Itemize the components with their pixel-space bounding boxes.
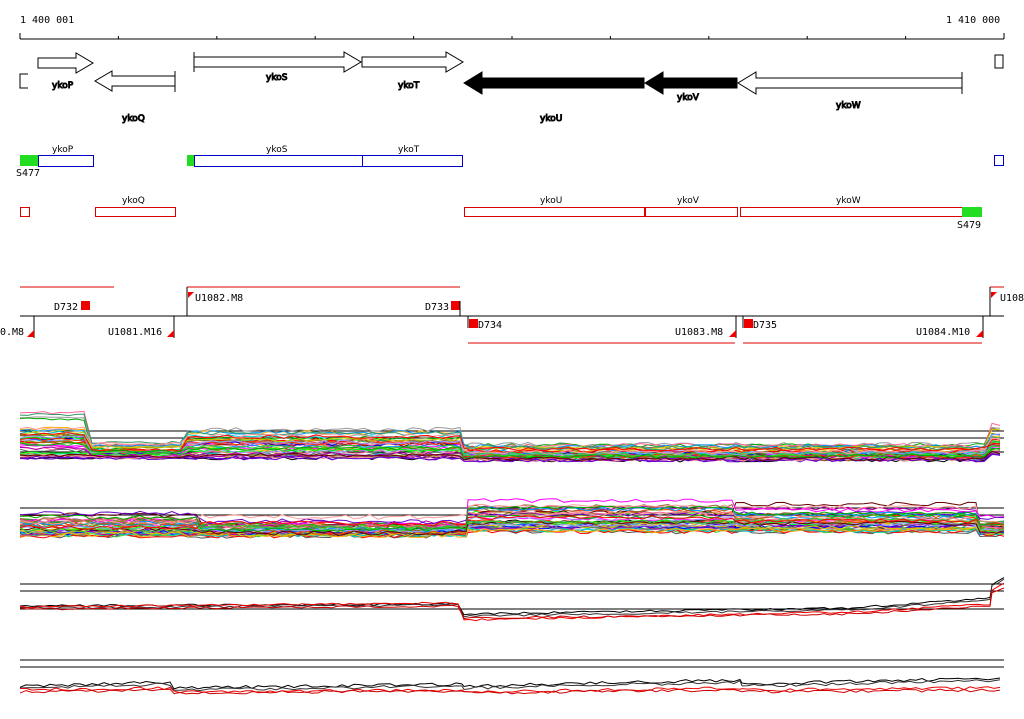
expression-line — [19, 688, 1001, 695]
expression-line — [19, 440, 1001, 457]
expression-line — [19, 441, 1001, 459]
marker-s479-label: S479 — [957, 220, 981, 231]
region-d734-label: D734 — [478, 320, 502, 331]
gene-partial-right[interactable] — [994, 54, 1004, 69]
marker-s477-label: S477 — [16, 168, 40, 179]
upper-ykoS-box[interactable] — [194, 155, 363, 167]
ruler-start-label: 1 400 001 — [20, 15, 74, 26]
region-u1082-label: U1082.M8 — [195, 293, 243, 304]
upper-strand-track: S477 ykoP ykoS ykoT — [16, 145, 1004, 179]
gene-ykoP-arrow[interactable] — [37, 52, 94, 74]
expression-profile-2 — [19, 498, 1005, 539]
gene-ykoS-label: ykoS — [266, 73, 288, 83]
lower-ykoQ-label: ykoQ — [122, 196, 145, 206]
expression-line — [20, 523, 1005, 536]
expression-line — [19, 446, 1001, 459]
region-d735-label: D735 — [753, 320, 777, 331]
region-u1083-label: U1083.M8 — [675, 327, 723, 338]
lower-ykoU-label: ykoU — [540, 196, 562, 206]
region-d735-marker[interactable] — [744, 319, 753, 328]
marker-s477[interactable] — [20, 155, 38, 166]
expression-line — [19, 426, 1001, 455]
lower-ykoU-box[interactable] — [464, 207, 645, 217]
upper-ykoP-label: ykoP — [52, 145, 74, 155]
region-d732-marker[interactable] — [81, 301, 90, 310]
expression-line — [19, 527, 1005, 538]
upper-ykoS-label: ykoS — [266, 145, 288, 155]
expression-line — [19, 498, 1005, 529]
lower-ykoW-box[interactable] — [740, 207, 963, 217]
marker-green-small — [187, 155, 194, 166]
gene-ykoV-arrow[interactable] — [644, 71, 738, 95]
region-u1081-label: U1081.M16 — [108, 327, 162, 338]
gene-ykoW-arrow[interactable] — [737, 71, 963, 95]
expression-line — [19, 578, 1005, 618]
gene-ykoQ-label: ykoQ — [122, 114, 145, 124]
gene-ykoQ-arrow[interactable] — [94, 70, 176, 92]
expression-line — [19, 686, 1001, 694]
gene-ykoP-label: ykoP — [52, 81, 74, 91]
regions-track: D732 U1082.M8 D733 U108 0.M8 U1081.M16 D… — [0, 286, 1024, 344]
upper-ykoT-box[interactable] — [362, 155, 463, 167]
gene-ykoT-arrow[interactable] — [361, 51, 464, 73]
lower-partial-left[interactable] — [20, 207, 30, 217]
lower-strand-track: ykoQ ykoU ykoV ykoW S479 — [20, 196, 982, 231]
expression-line — [19, 677, 1001, 690]
gene-arrows-track: ykoP ykoQ ykoS ykoT ykoU ykoV ykoW — [19, 51, 1004, 125]
lower-ykoQ-box[interactable] — [95, 207, 176, 217]
expression-profile-3 — [19, 577, 1005, 622]
region-u-right-label: U108 — [1000, 293, 1024, 304]
region-d733-label: D733 — [425, 302, 449, 313]
gene-ykoU-label: ykoU — [540, 114, 562, 124]
gene-ykoW-label: ykoW — [836, 101, 861, 111]
expression-line — [19, 679, 1001, 692]
expression-line — [19, 587, 1005, 620]
gene-ykoU-arrow[interactable] — [463, 71, 645, 95]
expression-line — [19, 510, 1005, 525]
gene-ykoT-label: ykoT — [398, 81, 420, 91]
gene-partial-left[interactable] — [19, 73, 28, 89]
expression-line — [19, 451, 1001, 462]
lower-ykoV-label: ykoV — [677, 196, 700, 206]
upper-ykoP-box[interactable] — [38, 155, 94, 167]
lower-ykoW-label: ykoW — [836, 196, 861, 206]
expression-line — [19, 505, 1005, 533]
expression-line — [19, 515, 1005, 530]
gene-ykoV-label: ykoV — [677, 93, 700, 103]
expression-line — [19, 524, 1005, 536]
ruler-end-label: 1 410 000 — [946, 15, 1000, 26]
expression-profile-4 — [19, 659, 1004, 695]
expression-line — [19, 510, 1005, 526]
expression-line — [19, 428, 1001, 449]
expression-line — [19, 527, 1005, 539]
region-u-left-label: 0.M8 — [0, 327, 24, 338]
expression-line — [19, 432, 1001, 453]
region-d733-marker[interactable] — [451, 301, 460, 310]
region-d732-label: D732 — [54, 302, 78, 313]
gene-ykoS-arrow[interactable] — [193, 51, 362, 73]
ruler-ticks — [19, 33, 1005, 39]
upper-partial-right[interactable] — [994, 155, 1004, 166]
region-u1084-label: U1084.M10 — [916, 327, 970, 338]
lower-ykoV-box[interactable] — [645, 207, 738, 217]
expression-line — [19, 517, 1005, 533]
region-d734-marker[interactable] — [469, 319, 478, 328]
expression-profile-1 — [19, 410, 1004, 463]
expression-line — [19, 410, 1001, 449]
upper-ykoT-label: ykoT — [398, 145, 420, 155]
coordinate-ruler: 1 400 001 1 410 000 — [19, 15, 1005, 40]
marker-s479[interactable] — [962, 207, 982, 217]
